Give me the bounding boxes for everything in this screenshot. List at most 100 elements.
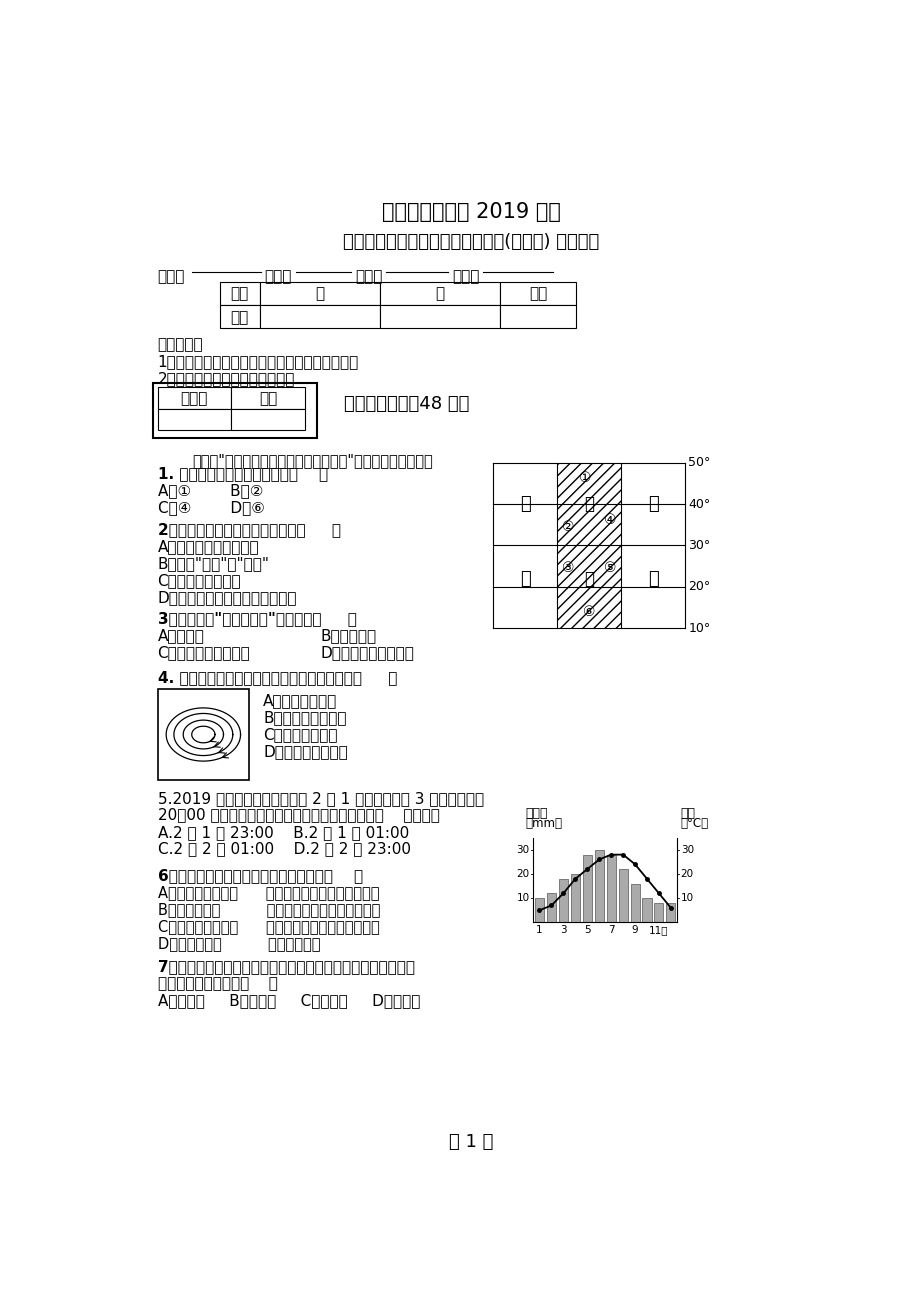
Text: 下图为"北半球局部地区海陆分布模式图"。读图，完成下题。: 下图为"北半球局部地区海陆分布模式图"。读图，完成下题。	[192, 453, 433, 467]
Text: 20: 20	[516, 868, 529, 879]
Text: 学校：: 学校：	[157, 270, 185, 284]
Text: 5.2019 年世界拳王争霸赛将于 2 月 1 日在多哈（东 3 区）当地时间: 5.2019 年世界拳王争霸赛将于 2 月 1 日在多哈（东 3 区）当地时间	[157, 792, 483, 806]
Bar	[534, 898, 543, 922]
Text: A．花岗岩     B．沉积岩     C．变质岩     D．侵入岩: A．花岗岩 B．沉积岩 C．变质岩 D．侵入岩	[157, 993, 420, 1008]
Bar	[380, 281, 500, 305]
Bar	[557, 587, 620, 629]
Text: C．南半球、气旋: C．南半球、气旋	[263, 727, 337, 742]
Bar	[231, 409, 304, 431]
Text: A．①        B．②: A．① B．②	[157, 483, 263, 499]
Bar	[220, 305, 260, 328]
Text: D．地中海气候          终年高温干燥: D．地中海气候 终年高温干燥	[157, 936, 320, 952]
Text: ⑤: ⑤	[604, 561, 616, 575]
Text: 1. 温带海洋气候的分布规律是（    ）: 1. 温带海洋气候的分布规律是（ ）	[157, 466, 327, 482]
Text: 10: 10	[516, 893, 529, 904]
Text: C．亚热带季风气候      终年高温，有明显的旱雨季节: C．亚热带季风气候 终年高温，有明显的旱雨季节	[157, 919, 379, 935]
Text: 30°: 30°	[687, 539, 710, 552]
Text: 2、太阳活动对地球造成的影响是（     ）: 2、太阳活动对地球造成的影响是（ ）	[157, 522, 340, 536]
Bar	[157, 689, 249, 780]
Text: 洋: 洋	[647, 569, 658, 587]
Text: 30: 30	[516, 845, 529, 855]
Text: 第 1 页: 第 1 页	[448, 1133, 494, 1151]
Bar	[570, 874, 579, 922]
Bar	[153, 383, 317, 437]
Text: 四川省驷马中学 2019 年度: 四川省驷马中学 2019 年度	[381, 202, 561, 223]
Text: B．地中海气候          夏季炎热干燥，冬季温和多雨: B．地中海气候 夏季炎热干燥，冬季温和多雨	[157, 902, 380, 918]
Text: 二: 二	[435, 286, 444, 302]
Text: 得分: 得分	[258, 392, 277, 406]
Text: 班级：: 班级：	[355, 270, 382, 284]
Text: ④: ④	[604, 513, 616, 527]
Text: 评卷人: 评卷人	[180, 392, 208, 406]
Bar	[157, 387, 231, 409]
Bar	[157, 409, 231, 431]
Bar	[606, 854, 615, 922]
Text: C．④        D．⑥: C．④ D．⑥	[157, 500, 265, 516]
Bar	[582, 854, 591, 922]
Text: 姓名：: 姓名：	[265, 270, 291, 284]
Bar	[630, 884, 639, 922]
Text: 11月: 11月	[649, 926, 668, 935]
Bar	[220, 281, 260, 305]
Text: 20°: 20°	[687, 581, 710, 594]
Text: A．北半球、气旋: A．北半球、气旋	[263, 693, 337, 708]
Text: ②: ②	[562, 519, 573, 534]
Text: A．诱发地震和潮汐现象: A．诱发地震和潮汐现象	[157, 539, 259, 553]
Bar	[557, 504, 620, 546]
Text: 降水量: 降水量	[525, 807, 548, 820]
Bar	[557, 546, 620, 587]
Text: 1．答题前填写好自己的姓名、班级、考号等信息: 1．答题前填写好自己的姓名、班级、考号等信息	[157, 354, 358, 370]
Bar	[260, 281, 380, 305]
Text: 地: 地	[584, 569, 594, 587]
Text: 7: 7	[607, 926, 614, 935]
Text: 3、同一纬度"高处不胜寒"的原因是（     ）: 3、同一纬度"高处不胜寒"的原因是（ ）	[157, 612, 357, 626]
Text: 海: 海	[519, 495, 530, 513]
Bar	[618, 870, 627, 922]
Text: 题号: 题号	[231, 286, 249, 302]
Text: D．南半球、反气旋: D．南半球、反气旋	[263, 743, 347, 759]
Text: 5: 5	[584, 926, 590, 935]
Bar	[380, 305, 500, 328]
Text: 得分: 得分	[231, 310, 249, 324]
Text: D．干扰电离层和有线电长波通讯: D．干扰电离层和有线电长波通讯	[157, 590, 297, 604]
Text: 30: 30	[680, 845, 693, 855]
Bar	[500, 305, 575, 328]
Text: （mm）: （mm）	[525, 816, 562, 829]
Text: 1: 1	[536, 926, 542, 935]
Bar	[558, 879, 567, 922]
Text: 6、读右图，回答该气候的类型及特点是（    ）: 6、读右图，回答该气候的类型及特点是（ ）	[157, 868, 362, 884]
Text: 气温: 气温	[680, 807, 695, 820]
Text: 石，说明此岩层属于（    ）: 石，说明此岩层属于（ ）	[157, 976, 278, 991]
Text: 2．请将答案正确填写在答题卡上: 2．请将答案正确填写在答题卡上	[157, 371, 295, 387]
Text: C．到达的太阳辐射少: C．到达的太阳辐射少	[157, 646, 250, 660]
Text: 10°: 10°	[687, 622, 710, 635]
Text: 20: 20	[680, 868, 693, 879]
Text: B．北半球、反气旋: B．北半球、反气旋	[263, 710, 346, 725]
Bar	[260, 305, 380, 328]
Text: 9: 9	[631, 926, 638, 935]
Bar	[641, 898, 651, 922]
Text: 10: 10	[680, 893, 693, 904]
Text: 3: 3	[560, 926, 566, 935]
Text: 洋: 洋	[519, 569, 530, 587]
Bar	[653, 904, 663, 922]
Bar	[594, 850, 603, 922]
Text: 陆: 陆	[584, 495, 594, 513]
Text: 一: 一	[315, 286, 324, 302]
Text: ③: ③	[562, 561, 573, 575]
Text: 注意事项：: 注意事项：	[157, 337, 203, 352]
Text: 40°: 40°	[687, 497, 710, 510]
Bar	[500, 281, 575, 305]
Text: 高一地理上学期月考考试模拟试题(无答案) 新人教版: 高一地理上学期月考考试模拟试题(无答案) 新人教版	[343, 233, 599, 251]
Text: （°C）: （°C）	[680, 816, 709, 829]
Text: C.2 月 2 日 01:00    D.2 月 2 日 23:00: C.2 月 2 日 01:00 D.2 月 2 日 23:00	[157, 841, 410, 855]
Text: A．气压低: A．气压低	[157, 629, 204, 643]
Text: B．产生"磁暴"和"极光": B．产生"磁暴"和"极光"	[157, 556, 269, 570]
Text: 总分: 总分	[528, 286, 547, 302]
Text: B．空气稀薄: B．空气稀薄	[320, 629, 376, 643]
Text: D．到达的地面辐射少: D．到达的地面辐射少	[320, 646, 414, 660]
Text: 考号：: 考号：	[451, 270, 479, 284]
Bar	[665, 904, 675, 922]
Text: 7、某考察队在野外考察时，发现某地岩层中含有大量古生物化: 7、某考察队在野外考察时，发现某地岩层中含有大量古生物化	[157, 960, 414, 974]
Text: ①: ①	[579, 471, 591, 486]
